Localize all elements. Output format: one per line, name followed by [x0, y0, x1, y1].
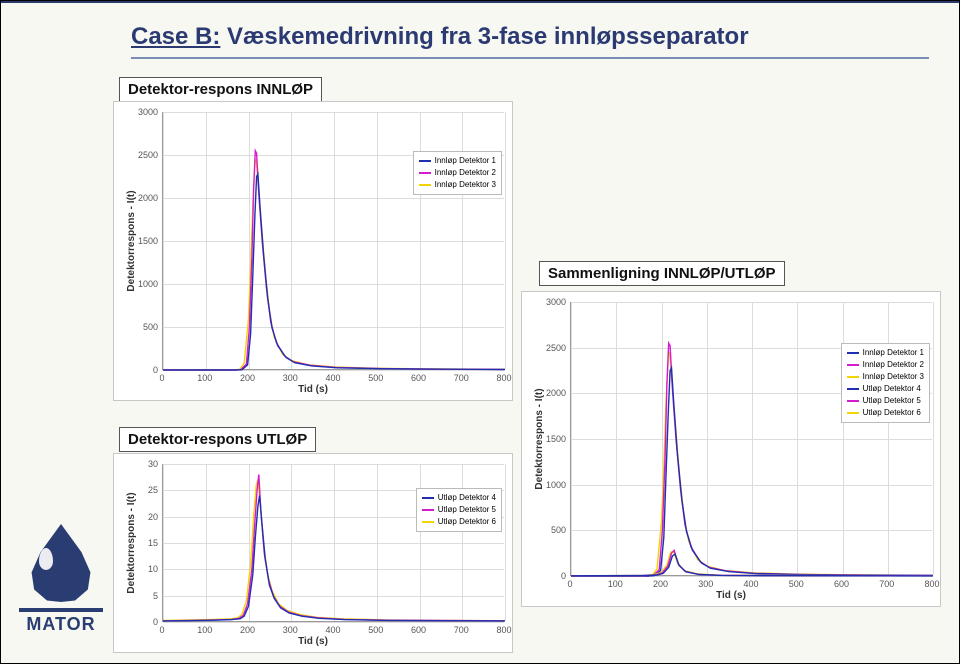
logo-divider: [19, 608, 103, 612]
slide-top-border: [1, 1, 959, 3]
chart-innlop: 0500100015002000250030000100200300400500…: [113, 101, 513, 401]
chart-compare: 0500100015002000250030000100200300400500…: [521, 291, 941, 607]
label-utlop: Detektor-respons UTLØP: [119, 427, 316, 452]
label-innlop: Detektor-respons INNLØP: [119, 77, 322, 102]
slide-title: Case B: Væskemedrivning fra 3-fase innlø…: [131, 23, 929, 59]
label-compare: Sammenligning INNLØP/UTLØP: [539, 261, 785, 286]
title-rest: Væskemedrivning fra 3-fase innløpssepara…: [220, 23, 748, 50]
mator-logo: MATOR: [19, 524, 103, 635]
title-underline: [131, 57, 929, 59]
drop-icon: [29, 524, 93, 602]
logo-text: MATOR: [19, 614, 103, 635]
chart-utlop: 0510152025300100200300400500600700800Tid…: [113, 453, 513, 653]
title-case-label: Case B:: [131, 23, 220, 50]
